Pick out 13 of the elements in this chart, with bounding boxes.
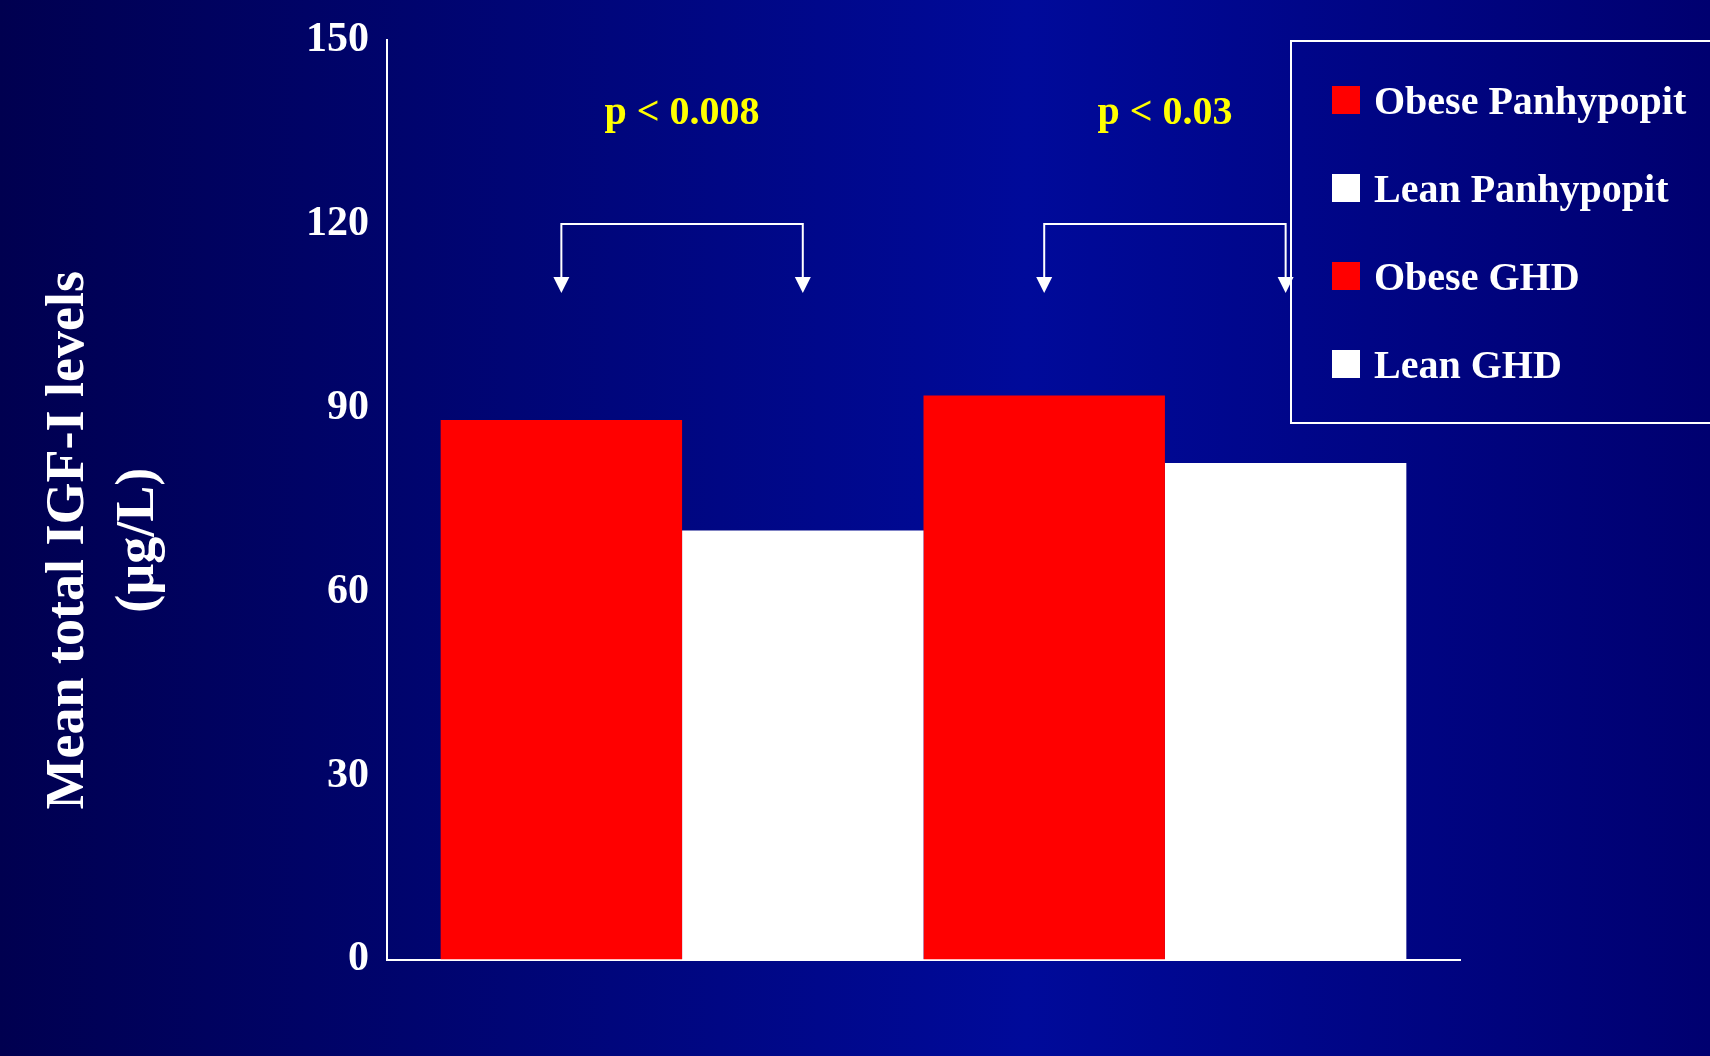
- legend-label: Obese GHD: [1374, 252, 1580, 300]
- annotation: p < 0.008: [604, 87, 760, 133]
- y-tick-label: 0: [348, 933, 369, 980]
- y-tick-label: 120: [306, 197, 369, 244]
- legend-label: Obese Panhypopit: [1374, 76, 1687, 124]
- legend-label: Lean GHD: [1374, 340, 1562, 388]
- legend-label: Lean Panhypopit: [1374, 164, 1669, 212]
- y-tick-label: 60: [327, 565, 369, 612]
- y-axis-title: Mean total IGF-I levels (µg/L): [33, 270, 166, 812]
- y-tick-label: 150: [306, 13, 369, 60]
- y-tick-label: 90: [327, 381, 369, 428]
- y-tick-label: 30: [327, 749, 369, 796]
- annotation: p < 0.03: [1097, 87, 1233, 133]
